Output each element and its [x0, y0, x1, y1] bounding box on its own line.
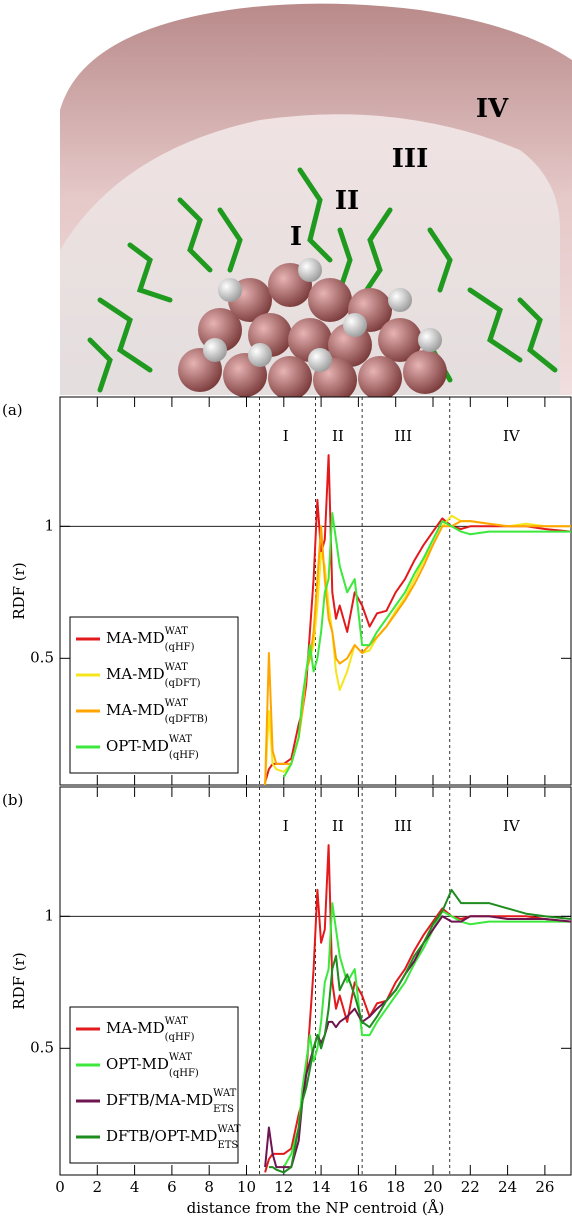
- legend-sup: WAT: [213, 1088, 236, 1099]
- legend-sub: (qDFTB): [165, 714, 208, 725]
- molecular-render: I II III IV: [60, 3, 572, 402]
- legend-sup: WAT: [169, 1052, 192, 1063]
- x-tick-label: 18: [386, 1178, 405, 1196]
- legend-name: DFTB/MA-MD: [106, 1091, 213, 1109]
- legend-name: OPT-MD: [106, 737, 169, 755]
- x-tick-label: 4: [130, 1178, 140, 1196]
- legend-label: MA-MDWAT (qHF): [106, 1016, 195, 1043]
- legend-sup: WAT: [217, 1124, 240, 1135]
- x-tick-label: 14: [312, 1178, 331, 1196]
- legend-sub: (qHF): [169, 1068, 199, 1079]
- y-tick-label: 1: [44, 516, 54, 534]
- y-tick-label: 1: [44, 906, 54, 924]
- legend-label: MA-MDWAT (qHF): [106, 626, 195, 653]
- x-tick-label: 20: [423, 1178, 442, 1196]
- panel-label: (b): [2, 791, 23, 809]
- shell-label: III: [392, 144, 429, 174]
- legend-sup: WAT: [165, 698, 188, 709]
- region-label: IV: [503, 427, 521, 445]
- series-lines: [264, 844, 571, 1174]
- panel-label: (a): [2, 401, 23, 419]
- legend-sup: WAT: [165, 1016, 188, 1027]
- legend-sub: (qHF): [169, 750, 199, 761]
- legend-name: OPT-MD: [106, 1055, 169, 1073]
- x-tick-label: 2: [93, 1178, 103, 1196]
- region-label: II: [332, 427, 344, 445]
- x-tick-label: 6: [167, 1178, 177, 1196]
- legend-name: MA-MD: [106, 1019, 165, 1037]
- x-axis-label: distance from the NP centroid (Å): [187, 1199, 445, 1217]
- region-label: III: [394, 817, 412, 835]
- legend-sub: (qHF): [165, 642, 195, 653]
- legend-label: MA-MDWAT (qDFTB): [106, 698, 208, 725]
- rdf-line: [264, 915, 571, 1169]
- rdf-line: [282, 512, 571, 778]
- legend-name: MA-MD: [106, 629, 165, 647]
- legend-name: MA-MD: [106, 701, 165, 719]
- region-label: III: [394, 427, 412, 445]
- shell-label: I: [290, 222, 302, 252]
- rdf-line: [282, 902, 571, 1168]
- legend-label: DFTB/OPT-MDWAT ETS: [106, 1124, 241, 1151]
- legend-sup: WAT: [169, 734, 192, 745]
- region-label: IV: [503, 817, 521, 835]
- legend-sub: ETS: [213, 1104, 234, 1115]
- legend-name: DFTB/OPT-MD: [106, 1127, 217, 1145]
- y-axis-label: RDF (r): [10, 562, 28, 619]
- legend-label: DFTB/MA-MDWAT ETS: [106, 1088, 237, 1115]
- legend-name: MA-MD: [106, 665, 165, 683]
- x-tick-label: 10: [237, 1178, 256, 1196]
- rdf-panel: I II III IV0.510 2 4 6 8 10 12 14 16 18 20 22 24 26(b)RD…: [2, 786, 572, 1217]
- region-label: II: [332, 817, 344, 835]
- legend-label: OPT-MDWAT (qHF): [106, 734, 199, 761]
- region-label: I: [283, 427, 289, 445]
- shell-label: IV: [476, 94, 509, 124]
- region-label: I: [283, 817, 289, 835]
- legend-label: MA-MDWAT (qDFT): [106, 662, 201, 689]
- x-tick-label: 0: [55, 1178, 65, 1196]
- legend: MA-MDWAT (qHF)MA-MDWAT (qDFT)MA-MDWAT (qDFT…: [69, 616, 239, 774]
- legend-sub: (qDFT): [165, 678, 201, 689]
- legend-sub: ETS: [217, 1140, 238, 1151]
- x-tick-label: 24: [498, 1178, 517, 1196]
- y-tick-label: 0.5: [30, 1038, 54, 1056]
- legend-sup: WAT: [165, 662, 188, 673]
- x-tick-label: 26: [535, 1178, 554, 1196]
- x-tick-label: 12: [274, 1178, 293, 1196]
- legend-sub: (qHF): [165, 1032, 195, 1043]
- y-tick-label: 0.5: [30, 648, 54, 666]
- y-axis-label: RDF (r): [10, 952, 28, 1009]
- legend-sup: WAT: [165, 626, 188, 637]
- rdf-panel: I II III IV0.51(a)RDF (r)MA-MDWAT (qHF)MA-MD…: [2, 396, 572, 786]
- rdf-line: [268, 888, 571, 1174]
- x-tick-label: 8: [204, 1178, 214, 1196]
- legend-label: OPT-MDWAT (qHF): [106, 1052, 199, 1079]
- legend: MA-MDWAT (qHF)OPT-MDWAT (qHF)DFTB/MA-MDWAT…: [69, 1006, 241, 1164]
- x-tick-label: 16: [349, 1178, 368, 1196]
- x-tick-label: 22: [461, 1178, 480, 1196]
- series-lines: [264, 454, 571, 785]
- shell-label: II: [335, 186, 359, 216]
